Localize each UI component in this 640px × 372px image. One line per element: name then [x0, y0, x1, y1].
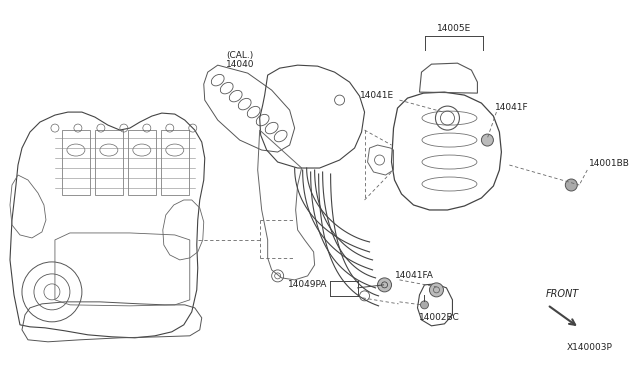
Text: 14049PA: 14049PA — [288, 280, 328, 289]
Text: 14041E: 14041E — [360, 91, 394, 100]
Text: 14040: 14040 — [225, 60, 254, 69]
Text: 14041FA: 14041FA — [394, 272, 433, 280]
Circle shape — [429, 283, 444, 297]
Text: X140003P: X140003P — [566, 343, 612, 352]
Circle shape — [378, 278, 392, 292]
Bar — [128, 130, 156, 195]
Bar — [161, 130, 189, 195]
Text: 14041F: 14041F — [495, 103, 529, 112]
Circle shape — [565, 179, 577, 191]
Text: FRONT: FRONT — [545, 289, 579, 299]
Circle shape — [481, 134, 493, 146]
Text: 14005E: 14005E — [437, 24, 472, 33]
Bar — [62, 130, 90, 195]
Text: 14002BC: 14002BC — [419, 313, 460, 323]
Bar — [95, 130, 123, 195]
Text: 14001BB: 14001BB — [589, 158, 630, 167]
Circle shape — [420, 301, 429, 309]
Text: (CAL.): (CAL.) — [226, 51, 253, 60]
